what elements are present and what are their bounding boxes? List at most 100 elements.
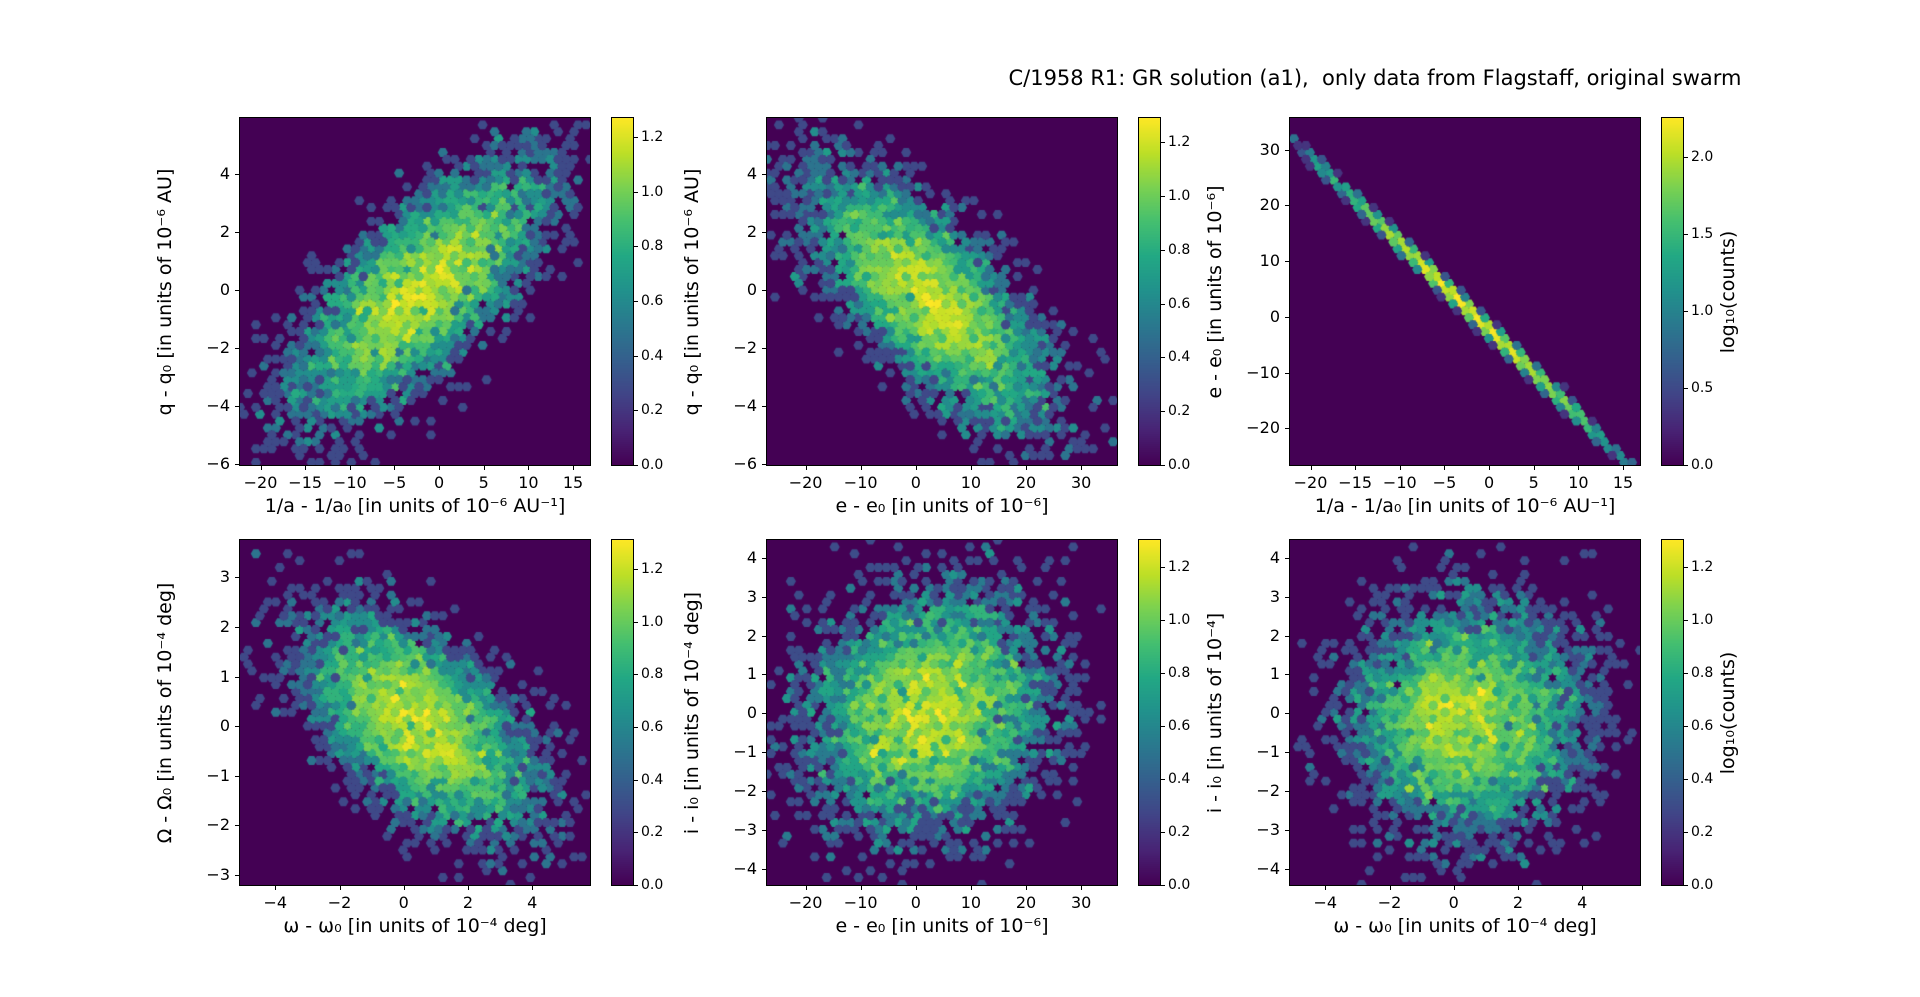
colorbar-tick-label: 0.0: [641, 877, 664, 893]
plot-area: [239, 539, 591, 886]
colorbar-tick-label: 0.4: [1691, 770, 1714, 787]
y-tick-label: 0: [1269, 306, 1280, 326]
colorbar-tick-label: 0.0: [1168, 877, 1191, 893]
colorbar-canvas: [1662, 118, 1683, 465]
y-tick-label: 2: [746, 625, 757, 645]
x-tick-mark: [1310, 466, 1312, 470]
y-tick-label: 2: [219, 222, 230, 242]
colorbar-tick-mark: [1161, 142, 1165, 144]
x-tick-mark: [260, 466, 262, 470]
y-tick-mark: [1285, 596, 1289, 598]
x-tick-mark: [532, 886, 534, 890]
x-tick-label: 10: [1568, 473, 1589, 492]
colorbar: [1138, 539, 1161, 886]
colorbar-tick-label: 0.6: [1168, 717, 1191, 734]
y-tick-mark: [235, 676, 239, 678]
y-tick-label: 0: [746, 280, 757, 300]
colorbar-tick-label: 0.6: [1691, 717, 1714, 734]
colorbar-canvas: [1662, 540, 1683, 885]
y-tick-label: −6: [206, 453, 230, 473]
x-tick-label: −4: [263, 893, 288, 912]
hexbin-canvas: [240, 118, 590, 465]
y-tick-label: −2: [733, 781, 757, 801]
y-tick-label: −4: [1256, 859, 1280, 879]
y-tick-label: 2: [219, 616, 230, 636]
y-axis-label: q - q₀ [in units of 10⁻⁶ AU]: [681, 168, 703, 415]
colorbar-tick-mark: [1161, 303, 1165, 305]
x-axis-label: ω - ω₀ [in units of 10⁻⁴ deg]: [1333, 915, 1597, 937]
y-tick-label: 1: [219, 666, 230, 686]
colorbar-tick-label: 0.2: [641, 824, 664, 841]
y-tick-label: −10: [1246, 362, 1280, 382]
y-tick-mark: [762, 174, 766, 176]
colorbar-tick-mark: [1161, 196, 1165, 197]
colorbar-tick-mark: [1684, 672, 1688, 674]
y-tick-label: −4: [206, 395, 230, 415]
x-tick-mark: [1325, 886, 1327, 890]
y-tick-mark: [235, 174, 239, 176]
x-tick-mark: [573, 466, 575, 470]
x-tick-mark: [1081, 466, 1083, 470]
x-tick-label: −10: [332, 473, 367, 492]
x-tick-mark: [805, 886, 807, 890]
colorbar-tick-label: 1.2: [641, 129, 664, 146]
y-tick-mark: [1285, 205, 1289, 207]
y-tick-mark: [762, 232, 766, 234]
colorbar-tick-label: 0.2: [1168, 403, 1191, 420]
y-tick-mark: [1285, 674, 1289, 676]
y-tick-label: 3: [1269, 586, 1280, 606]
colorbar-canvas: [612, 540, 633, 885]
x-tick-label: 4: [1577, 893, 1588, 912]
x-tick-label: −4: [1313, 893, 1338, 912]
y-tick-mark: [235, 232, 239, 234]
y-tick-mark: [1285, 261, 1289, 263]
colorbar-tick-label: 0.5: [1691, 379, 1714, 396]
colorbar-tick-label: 0.8: [641, 238, 664, 255]
x-tick-label: 2: [462, 893, 474, 912]
colorbar-tick-mark: [1684, 831, 1688, 833]
y-tick-mark: [762, 290, 766, 292]
x-tick-mark: [860, 886, 862, 890]
x-tick-mark: [1081, 886, 1083, 890]
colorbar-tick-label: 0.4: [641, 347, 664, 364]
y-tick-mark: [762, 830, 766, 832]
colorbar-tick-label: 0.0: [1691, 457, 1714, 473]
colorbar-tick-label: 0.8: [1168, 664, 1191, 681]
x-tick-label: −5: [382, 473, 407, 492]
y-tick-label: −6: [733, 453, 757, 473]
y-tick-label: 4: [746, 164, 757, 184]
x-tick-label: 10: [518, 473, 539, 492]
colorbar: [611, 117, 634, 466]
colorbar-tick-label: 0.4: [641, 771, 664, 788]
x-tick-label: −20: [243, 473, 278, 492]
y-tick-mark: [235, 825, 239, 827]
x-tick-label: −20: [788, 473, 823, 492]
x-tick-label: 0: [1484, 473, 1495, 492]
y-tick-mark: [1285, 149, 1289, 151]
y-tick-mark: [235, 577, 239, 579]
colorbar-tick-label: 0.0: [641, 457, 664, 473]
y-tick-mark: [762, 752, 766, 754]
colorbar-tick-mark: [634, 885, 638, 886]
colorbar-tick-label: 0.2: [641, 402, 664, 419]
y-tick-label: 10: [1259, 251, 1280, 271]
y-tick-label: 2: [746, 222, 757, 242]
y-tick-mark: [762, 347, 766, 349]
x-tick-label: −2: [327, 893, 352, 912]
y-tick-label: −1: [733, 742, 757, 762]
x-tick-label: −10: [843, 473, 878, 492]
x-tick-label: −10: [1382, 473, 1417, 492]
x-tick-label: 10: [960, 473, 982, 492]
x-tick-mark: [805, 466, 807, 470]
colorbar-canvas: [1139, 118, 1160, 465]
x-axis-label: 1/a - 1/a₀ [in units of 10⁻⁶ AU⁻¹]: [264, 495, 566, 517]
colorbar-tick-label: 1.0: [641, 613, 664, 630]
hexbin-canvas: [767, 540, 1117, 885]
y-tick-mark: [1285, 316, 1289, 318]
colorbar-tick-label: 1.2: [1168, 558, 1191, 575]
x-tick-label: 30: [1070, 893, 1092, 912]
y-tick-label: 20: [1259, 195, 1280, 215]
x-axis-label: ω - ω₀ [in units of 10⁻⁴ deg]: [283, 915, 547, 937]
colorbar-tick-mark: [1161, 411, 1165, 413]
x-tick-label: 0: [910, 893, 921, 912]
